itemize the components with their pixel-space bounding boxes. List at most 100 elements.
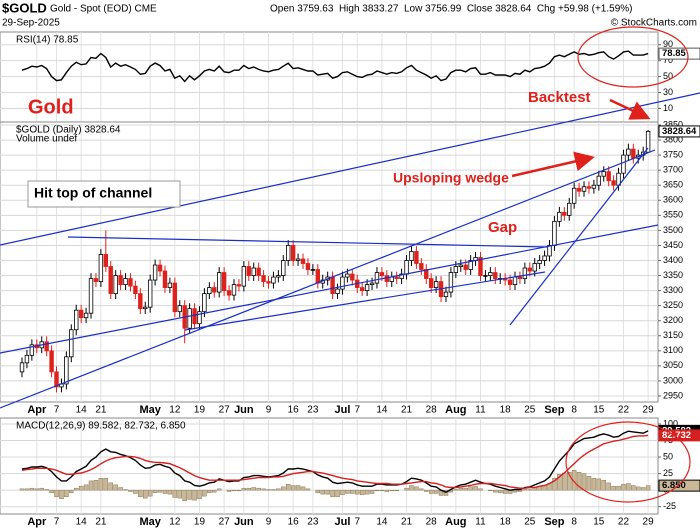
candle-body (128, 278, 133, 287)
histogram-bar (202, 489, 207, 497)
candle-body (93, 278, 99, 282)
candle-body (24, 354, 30, 364)
candle-body (483, 275, 488, 277)
candle-body (192, 308, 197, 325)
candle-body (330, 276, 335, 295)
x-tick-label: 14 (376, 405, 388, 416)
candle-body (133, 285, 138, 295)
histogram-bar (39, 487, 44, 491)
x-tick-label: 25 (524, 517, 536, 528)
histogram-bar (295, 485, 301, 491)
candle-body (202, 293, 207, 313)
date: 29-Sep-2025 (2, 18, 60, 29)
x-tick-label: 14 (76, 517, 88, 528)
histogram-bar (231, 489, 237, 492)
candle-body (542, 255, 547, 261)
candle-body (409, 251, 414, 261)
candle-body (433, 281, 439, 288)
x-tick-label: 11 (475, 517, 486, 528)
histogram-bar (576, 472, 582, 491)
histogram-bar (236, 489, 242, 492)
x-tick-label: 16 (288, 517, 300, 528)
x-tick-label: Jun (234, 516, 254, 528)
x-tick-label: Aug (445, 516, 466, 528)
x-tick-label: 12 (169, 405, 181, 416)
x-tick-label: Sep (544, 404, 564, 416)
x-tick-label: 19 (194, 405, 206, 416)
histogram-bar (350, 489, 355, 494)
x-tick-label: 7 (354, 405, 360, 416)
annotation: Upsloping wedge (393, 170, 509, 186)
x-tick-label: 16 (288, 405, 300, 416)
x-tick-label: Jun (234, 404, 254, 416)
histogram-bar (621, 483, 626, 491)
histogram-bar (384, 489, 390, 492)
histogram-bar (93, 479, 99, 491)
histogram-bar (216, 488, 222, 491)
annotation: Hit top of channel (34, 185, 152, 201)
candle-body (394, 276, 399, 279)
candle-body (305, 263, 311, 270)
x-tick-label: 9 (266, 405, 272, 416)
candle-body (207, 287, 212, 295)
histogram-bar (123, 489, 128, 491)
trend-line (0, 149, 656, 409)
legend-text: RSI(14) 78.85 (16, 35, 79, 46)
histogram-bar (29, 487, 35, 491)
annotation: Gap (488, 219, 517, 236)
candle-body (103, 254, 109, 267)
candle-body (522, 267, 528, 279)
y-tick-label: 3050 (663, 360, 683, 370)
histogram-bar (147, 489, 153, 497)
candle-body (143, 306, 148, 310)
y-tick-label: 100 (663, 418, 678, 428)
x-tick-label: Aug (445, 404, 466, 416)
trend-line (67, 236, 549, 248)
candle-body (631, 148, 636, 159)
candle-body (241, 266, 247, 287)
x-tick-label: 25 (524, 405, 536, 416)
x-tick-label: 11 (475, 405, 486, 416)
candle-body (547, 245, 552, 257)
x-tick-label: 22 (618, 517, 630, 528)
histogram-bar (182, 489, 187, 502)
histogram-bar (611, 485, 616, 491)
candle-body (108, 266, 113, 295)
histogram-bar (271, 489, 276, 491)
histogram-bar (162, 489, 168, 494)
candle-body (586, 186, 592, 189)
candle-body (527, 267, 532, 272)
x-tick-label: 14 (376, 517, 388, 528)
candle-body (350, 273, 355, 281)
histogram-bar (69, 489, 74, 494)
histogram-bar (226, 489, 232, 492)
histogram-bar (616, 485, 621, 491)
x-tick-label: 14 (76, 405, 88, 416)
candle-body (74, 309, 79, 331)
value-tag-text: 78.85 (662, 48, 686, 59)
annotation: Backtest (528, 89, 591, 106)
candle-body (626, 148, 631, 156)
y-tick-label: 3500 (663, 225, 683, 235)
candle-body (276, 275, 281, 278)
series-layer: 78.85 (21, 47, 700, 83)
candle-body (123, 278, 128, 285)
annotation-box (27, 180, 181, 208)
x-tick-label: 15 (593, 517, 605, 528)
y-tick-label: 10 (663, 103, 673, 113)
histogram-bar (596, 478, 602, 491)
histogram-bar (325, 489, 330, 495)
histogram-bar (157, 489, 163, 493)
histogram-bar (103, 477, 109, 491)
y-tick-label: 3800 (663, 134, 683, 144)
histogram-bar (379, 489, 385, 492)
line (21, 434, 649, 489)
candle-body (138, 293, 143, 310)
candle-body (507, 279, 513, 285)
x-tick-label: Apr (27, 404, 47, 416)
x-tick-label: 21 (401, 517, 413, 528)
candle-body (246, 266, 251, 276)
candle-body (271, 276, 276, 284)
histogram-bar (606, 482, 611, 491)
candle-body (458, 264, 463, 267)
